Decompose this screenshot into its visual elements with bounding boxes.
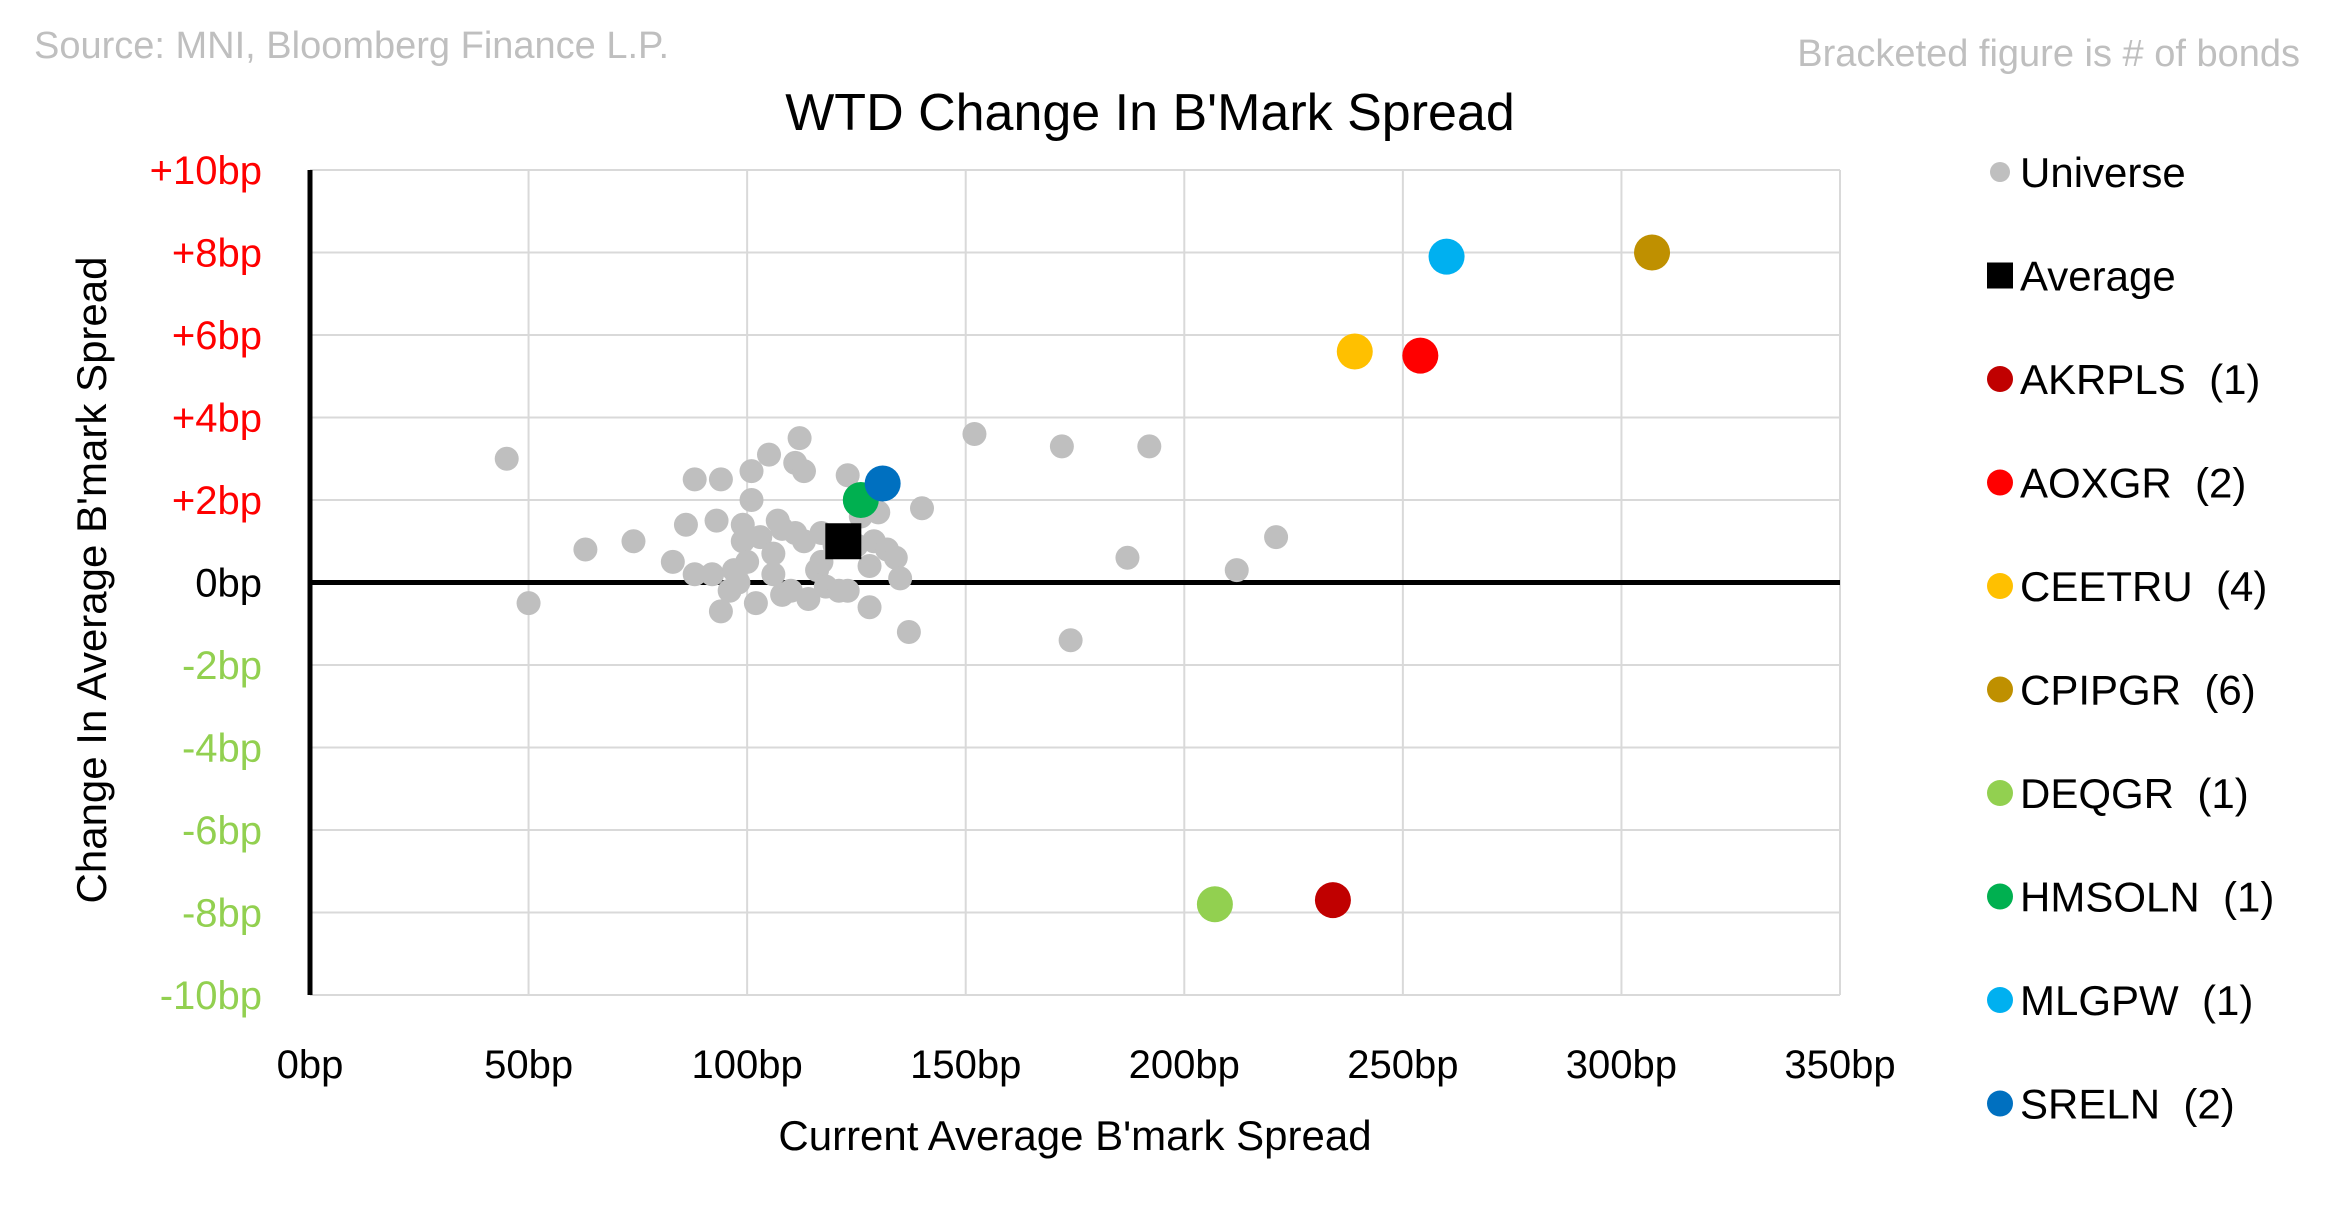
universe-point [660,549,685,574]
cpipgr-point [1634,234,1671,271]
universe-point [708,599,733,624]
legend-marker-deqgr [1987,780,2013,806]
universe-point [835,578,860,603]
universe-point [682,467,707,492]
universe-point [1264,525,1289,550]
universe-point [757,442,781,467]
universe-point [796,587,821,611]
universe-point [1049,434,1074,459]
legend-label-universe: Universe [2020,149,2186,196]
legend-marker-average [1987,262,2013,289]
x-tick-label: 0bp [277,1043,344,1087]
universe-point [857,554,882,578]
universe-point [910,496,934,521]
y-tick-label: +6bp [172,314,262,358]
legend-label-hmsoln: HMSOLN (1) [2020,874,2274,921]
bracket-note: Bracketed figure is # of bonds [1797,33,2300,75]
universe-point [708,467,733,492]
legend-marker-sreln [1987,1090,2013,1117]
y-tick-label: -4bp [182,727,262,771]
universe-point [883,545,908,570]
aoxgr-point [1402,337,1439,374]
legend-label-aoxgr: AOXGR (2) [2020,460,2246,507]
universe-point [896,620,921,644]
universe-point [700,562,725,587]
x-tick-label: 300bp [1566,1043,1677,1087]
mlgpw-point [1428,238,1465,275]
legend-label-sreln: SRELN (2) [2020,1081,2235,1128]
legend-label-average: Average [2020,253,2176,300]
y-tick-label: +4bp [172,397,262,441]
universe-point [888,566,913,591]
legend-marker-hmsoln [1987,883,2013,910]
y-tick-label: +8bp [172,232,262,276]
average-point [825,523,862,560]
legend-marker-cpipgr [1987,676,2013,703]
y-axis-label: Change In Average B'mark Spread [68,257,115,904]
x-axis-label: Current Average B'mark Spread [778,1112,1371,1159]
universe-point [682,562,707,587]
x-tick-label: 150bp [910,1043,1021,1087]
universe-point [735,549,760,574]
universe-point [516,591,541,616]
legend-label-deqgr: DEQGR (1) [2020,770,2249,817]
universe-point [704,508,729,533]
y-tick-label: -6bp [182,809,262,853]
legend-label-mlgpw: MLGPW (1) [2020,977,2253,1024]
legend-marker-universe [1990,162,2010,182]
universe-point [730,512,755,537]
universe-point [739,488,764,512]
y-tick-labels: +10bp +8bp +6bp +4bp +2bp 0bp -2bp -4bp -6bp -8bp… [150,149,262,1018]
x-tick-label: 50bp [484,1043,573,1087]
legend-marker-akrpls [1987,366,2013,392]
legend-marker-aoxgr [1987,469,2013,496]
universe-point [1115,545,1140,570]
universe-point [1058,628,1083,653]
deqgr-point [1196,886,1233,923]
universe-point [748,525,773,550]
legend-label-cpipgr: CPIPGR (6) [2020,667,2256,714]
universe-point [1137,434,1162,459]
legend-label-ceetru: CEETRU (4) [2020,563,2267,610]
sreln-point [864,465,901,502]
source-note: Source: MNI, Bloomberg Finance L.P. [34,25,669,67]
universe-point [621,529,646,554]
x-tick-label: 200bp [1129,1043,1240,1087]
y-tick-label: -8bp [182,892,262,936]
legend-marker-mlgpw [1987,987,2013,1013]
axes [307,170,1840,995]
universe-point [835,463,860,488]
y-tick-label: 0bp [195,562,262,606]
universe-point [761,541,786,566]
y-tick-label: -10bp [160,974,262,1018]
x-tick-labels: 0bp 50bp 100bp 150bp 200bp 250bp 300bp 350bp [277,1043,1896,1087]
legend: Universe Average AKRPLS (1) AOXGR (2) CEETRU… [1987,149,2274,1128]
universe-point [726,570,751,595]
chart-title: WTD Change In B'Mark Spread [785,84,1515,142]
universe-point [787,426,812,451]
universe-point [962,422,987,446]
y-tick-label: +10bp [150,149,262,193]
universe-point [573,537,598,562]
universe-point [673,512,698,537]
universe-point [761,562,786,587]
x-tick-label: 250bp [1347,1043,1458,1087]
data-points [494,234,1671,923]
legend-marker-ceetru [1987,573,2013,599]
universe-point [1224,558,1249,583]
y-tick-label: +2bp [172,479,262,523]
legend-label-akrpls: AKRPLS (1) [2020,356,2260,403]
ceetru-point [1336,333,1373,370]
akrpls-point [1314,882,1351,919]
universe-point [739,459,764,484]
y-tick-label: -2bp [182,644,262,688]
universe-point [743,591,768,616]
universe-point [494,446,519,471]
universe-point [791,459,816,484]
universe-point [857,595,882,620]
x-tick-label: 350bp [1784,1043,1895,1087]
x-tick-label: 100bp [692,1043,803,1087]
